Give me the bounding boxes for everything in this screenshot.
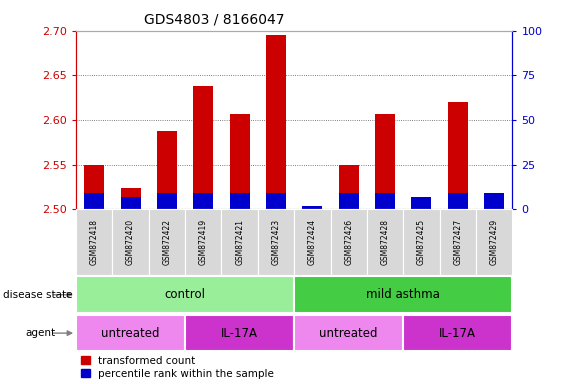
Bar (448, 193, 468, 209)
FancyBboxPatch shape (221, 209, 258, 275)
FancyBboxPatch shape (185, 315, 294, 351)
Text: GSM872418: GSM872418 (90, 219, 99, 265)
FancyBboxPatch shape (476, 209, 512, 275)
Text: untreated: untreated (101, 327, 160, 339)
FancyBboxPatch shape (76, 276, 294, 313)
FancyBboxPatch shape (294, 276, 512, 313)
Bar (157, 131, 177, 209)
Text: GSM872423: GSM872423 (271, 219, 280, 265)
FancyBboxPatch shape (294, 315, 403, 351)
Bar (375, 114, 395, 209)
Bar (339, 193, 359, 209)
Bar (484, 193, 504, 209)
Bar (339, 165, 359, 209)
FancyBboxPatch shape (294, 209, 330, 275)
FancyBboxPatch shape (76, 209, 113, 275)
Bar (266, 193, 286, 209)
Bar (448, 102, 468, 209)
Bar (84, 193, 104, 209)
FancyBboxPatch shape (185, 209, 221, 275)
Bar (120, 188, 141, 209)
Text: GSM872424: GSM872424 (308, 219, 317, 265)
Legend: transformed count, percentile rank within the sample: transformed count, percentile rank withi… (81, 356, 274, 379)
Text: GSM872426: GSM872426 (344, 219, 353, 265)
Bar (484, 198, 504, 209)
FancyBboxPatch shape (76, 315, 185, 351)
Bar (266, 35, 286, 209)
Text: GSM872422: GSM872422 (162, 219, 171, 265)
Bar (157, 193, 177, 209)
Text: IL-17A: IL-17A (439, 327, 476, 339)
Text: control: control (164, 288, 205, 301)
Bar (120, 197, 141, 209)
Text: GSM872425: GSM872425 (417, 219, 426, 265)
Text: untreated: untreated (319, 327, 378, 339)
Bar (230, 193, 249, 209)
Bar (193, 193, 213, 209)
Bar (193, 86, 213, 209)
Text: IL-17A: IL-17A (221, 327, 258, 339)
Bar (302, 206, 323, 209)
FancyBboxPatch shape (330, 209, 367, 275)
FancyBboxPatch shape (149, 209, 185, 275)
Text: mild asthma: mild asthma (367, 288, 440, 301)
Text: GSM872420: GSM872420 (126, 219, 135, 265)
FancyBboxPatch shape (403, 315, 512, 351)
Bar (412, 202, 431, 209)
Text: GSM872421: GSM872421 (235, 219, 244, 265)
FancyBboxPatch shape (258, 209, 294, 275)
FancyBboxPatch shape (113, 209, 149, 275)
Bar (230, 114, 249, 209)
Text: GSM872419: GSM872419 (199, 219, 208, 265)
Text: disease state: disease state (3, 290, 72, 300)
Text: agent: agent (25, 328, 56, 338)
Bar (412, 197, 431, 209)
FancyBboxPatch shape (367, 209, 403, 275)
FancyBboxPatch shape (440, 209, 476, 275)
Bar (84, 165, 104, 209)
Text: GDS4803 / 8166047: GDS4803 / 8166047 (144, 12, 284, 26)
Text: GSM872427: GSM872427 (453, 219, 462, 265)
FancyBboxPatch shape (403, 209, 440, 275)
Text: GSM872428: GSM872428 (381, 219, 390, 265)
Text: GSM872429: GSM872429 (490, 219, 499, 265)
Bar (302, 207, 323, 209)
Bar (375, 193, 395, 209)
